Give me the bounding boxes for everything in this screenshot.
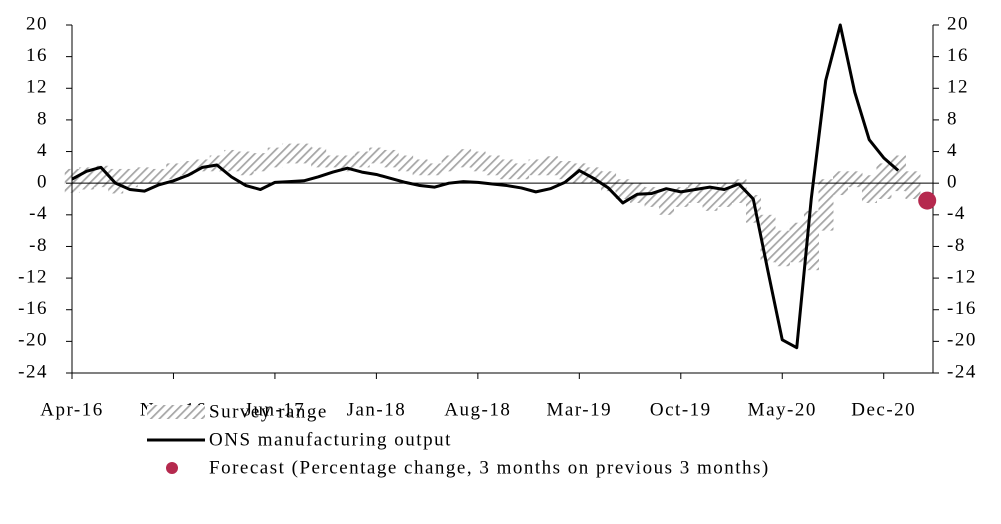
- range-band: [688, 183, 704, 203]
- x-tick-label: Aug-18: [444, 399, 511, 420]
- y-tick-label: 4: [37, 140, 48, 161]
- range-band: [485, 155, 501, 176]
- range-band: [166, 163, 182, 180]
- range-band: [282, 143, 298, 164]
- range-band: [137, 167, 153, 184]
- range-band: [586, 167, 602, 184]
- range-band: [311, 147, 327, 168]
- y-tick-label: 0: [37, 172, 48, 193]
- range-band: [151, 168, 167, 184]
- range-band: [543, 156, 559, 176]
- x-tick-label: Jun-17: [245, 399, 306, 420]
- legend-label: ONS manufacturing output: [209, 429, 452, 450]
- range-band: [354, 151, 370, 168]
- y2-tick-label: -8: [947, 235, 966, 256]
- legend-swatch: [166, 462, 178, 474]
- y-tick-label: -8: [29, 235, 48, 256]
- range-band: [818, 179, 834, 231]
- range-band: [398, 155, 414, 172]
- range-band: [775, 230, 790, 267]
- y-tick-label: 12: [26, 77, 48, 98]
- legend-label: Survey range: [209, 401, 328, 422]
- range-band: [296, 143, 312, 164]
- y-tick-label: 16: [26, 45, 48, 66]
- y2-tick-label: 4: [947, 140, 958, 161]
- range-band: [572, 163, 588, 184]
- x-tick-label: Mar-19: [547, 399, 613, 420]
- x-tick-label: Oct-19: [650, 399, 712, 420]
- y2-tick-label: -24: [947, 361, 977, 382]
- range-band: [340, 155, 356, 172]
- data-line: [71, 23, 900, 350]
- range-band: [108, 168, 124, 194]
- range-band: [412, 159, 428, 176]
- y-tick-label: 20: [26, 13, 48, 34]
- range-band: [847, 171, 863, 188]
- y2-tick-label: -4: [947, 203, 966, 224]
- y2-tick-label: -16: [947, 298, 977, 319]
- legend-swatch: [147, 405, 205, 419]
- x-tick-label: Dec-20: [851, 399, 916, 420]
- range-band: [224, 149, 240, 172]
- y-tick-label: 8: [37, 108, 48, 129]
- range-band: [789, 222, 805, 263]
- y2-tick-label: -20: [947, 330, 977, 351]
- range-band: [557, 161, 573, 180]
- range-band: [427, 163, 443, 176]
- y2-tick-label: 12: [947, 77, 969, 98]
- y2-tick-label: -12: [947, 266, 977, 287]
- y-tick-label: -20: [18, 330, 48, 351]
- range-band: [267, 147, 283, 168]
- range-band: [615, 179, 631, 199]
- y-tick-label: -24: [18, 361, 48, 382]
- range-band: [528, 159, 544, 176]
- range-band: [195, 159, 211, 172]
- y2-tick-label: 8: [947, 108, 958, 129]
- legend-label: Forecast (Percentage change, 3 months on…: [209, 457, 770, 478]
- range-band: [470, 151, 486, 172]
- range-band: [514, 163, 530, 180]
- range-band: [253, 153, 269, 172]
- range-band: [122, 168, 138, 188]
- range-band: [905, 171, 921, 199]
- range-band: [325, 155, 341, 168]
- range-band: [702, 187, 718, 211]
- y-tick-label: -16: [18, 298, 48, 319]
- x-tick-label: May-20: [748, 399, 817, 420]
- y-tick-label: -4: [29, 203, 48, 224]
- forecast-dot: [918, 191, 937, 210]
- range-band: [890, 155, 906, 192]
- x-tick-label: Apr-16: [40, 399, 104, 420]
- range-band: [441, 155, 457, 172]
- x-tick-label: Jan-18: [347, 399, 407, 420]
- y-tick-label: -12: [18, 266, 48, 287]
- range-band: [238, 151, 254, 176]
- y2-tick-label: 0: [947, 172, 958, 193]
- legend: Survey range ONS manufacturing output Fo…: [147, 401, 770, 478]
- y2-tick-label: 20: [947, 13, 969, 34]
- range-band: [383, 149, 399, 168]
- range-band: [456, 149, 472, 168]
- plot-area: -24 -20 -16 -12 -8 -4 0 4 8 12 16 20 -24 -20 -16 -12 -8 -…: [18, 13, 977, 420]
- range-band: [499, 159, 515, 180]
- range-band: [861, 175, 877, 203]
- range-band: [369, 147, 385, 164]
- range-band: [659, 191, 675, 215]
- range-band: [876, 163, 892, 199]
- y2-tick-label: 16: [947, 45, 969, 66]
